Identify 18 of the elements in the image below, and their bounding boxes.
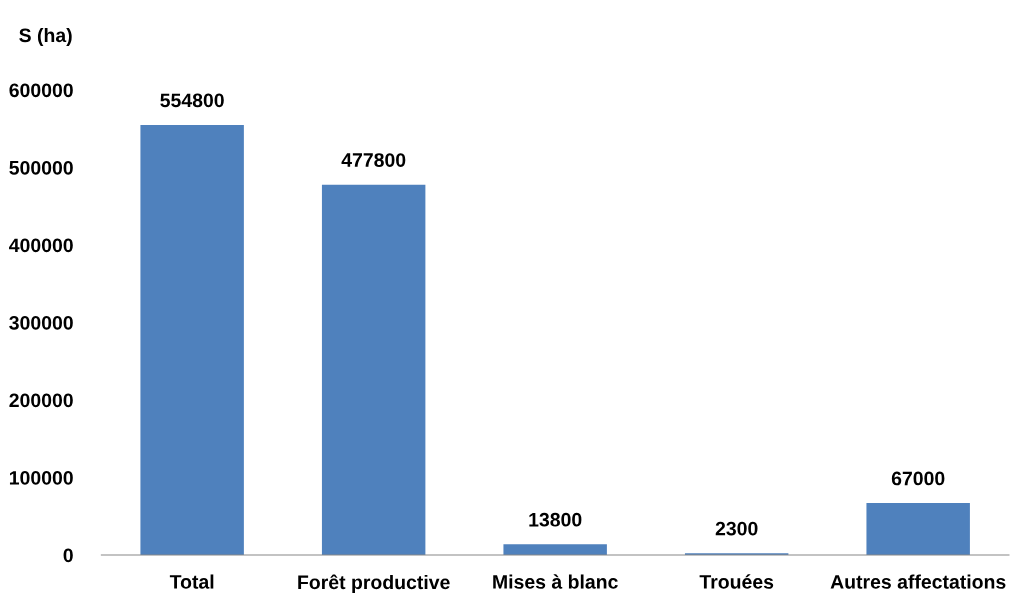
y-tick-label: 300000	[9, 315, 73, 330]
x-tick-label: Autres affectations	[830, 574, 1006, 589]
x-tick-label: Mises à blanc	[493, 574, 618, 589]
data-label: 67000	[891, 471, 945, 486]
y-tick-label: 600000	[9, 83, 73, 98]
y-tick-label: 500000	[9, 160, 73, 175]
y-tick-label: 200000	[9, 393, 73, 408]
y-tick-label: 400000	[9, 238, 73, 253]
data-label: 2300	[715, 521, 758, 536]
data-label: 477800	[341, 153, 406, 167]
y-axis-title: S (ha)	[19, 27, 72, 47]
x-tick-label: Trouées	[699, 574, 774, 589]
y-tick-label: 0	[63, 548, 73, 563]
x-tick-label: Total	[169, 574, 214, 589]
x-tick-label: Forêt productive	[298, 574, 450, 594]
y-tick-label: 100000	[9, 470, 73, 485]
data-label: 554800	[160, 93, 224, 108]
data-label: 13800	[529, 512, 582, 527]
